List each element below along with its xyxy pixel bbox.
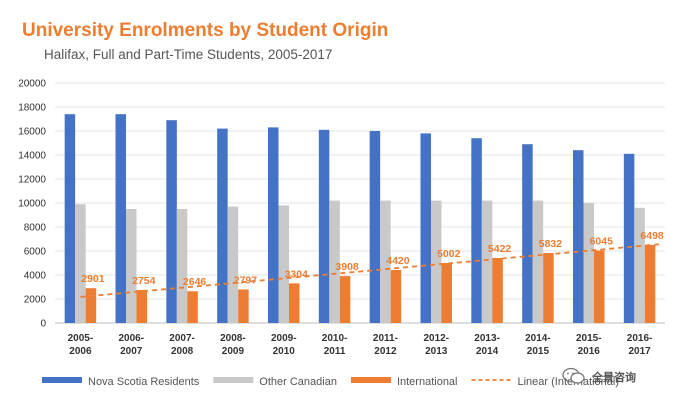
bar-nova-scotia-residents [471,138,482,323]
chart-title: University Enrolments by Student Origin [22,20,389,41]
watermark-text: 全景咨询 [591,370,636,384]
bar-international [136,289,147,323]
bar-nova-scotia-residents [623,153,635,323]
bar-international [390,269,402,323]
data-label: 4420 [386,255,410,267]
bar-nova-scotia-residents [64,114,76,323]
x-tick-label: 2016 [578,346,601,357]
x-tick-label: 2013 [425,346,448,357]
legend-label: Nova Scotia Residents [88,376,200,388]
data-label: 3908 [335,261,359,273]
x-tick-label: 2007- [169,333,195,344]
bar-international [187,291,198,323]
data-label: 5002 [437,248,461,260]
legend-label: Linear (International) [518,376,620,388]
bar-nova-scotia-residents [522,144,533,323]
bar-other-canadian [227,206,239,323]
legend-swatch [350,377,391,383]
bar-other-canadian [126,209,137,323]
bar-international [441,262,452,323]
y-tick-label: 12000 [18,175,46,186]
bar-international [85,288,97,323]
bar-international [339,276,351,323]
bar-nova-scotia-residents [318,129,330,323]
bar-other-canadian [278,205,289,323]
data-label: 3304 [285,268,309,280]
bar-other-canadian [532,200,544,323]
x-tick-label: 2008 [171,346,194,357]
bar-nova-scotia-residents [268,127,279,324]
bar-other-canadian [176,209,188,323]
chart-subtitle: Halifax, Full and Part-Time Students, 20… [44,47,333,62]
x-tick-label: 2014- [525,333,551,344]
bar-other-canadian [481,200,493,323]
data-label: 2797 [234,274,258,286]
bar-nova-scotia-residents [166,120,177,323]
bar-international [492,257,503,323]
x-tick-label: 2006 [69,346,92,357]
x-tick-label: 2005- [68,333,94,344]
data-label: 2754 [132,275,156,287]
data-label: 6045 [590,235,614,247]
y-tick-label: 14000 [18,151,46,162]
wechat-icon [562,367,585,384]
bar-international [238,289,249,323]
data-label: 2646 [183,276,207,288]
x-tick-label: 2012- [423,333,449,344]
x-tick-label: 2016- [627,333,653,344]
data-label: 6498 [640,230,664,242]
bar-other-canadian [634,207,645,323]
x-tick-label: 2011- [373,333,398,344]
bar-other-canadian [431,200,442,323]
y-tick-label: 8000 [24,223,47,234]
legend-swatch [42,377,82,383]
x-tick-label: 2011 [324,346,346,357]
data-label: 2901 [81,273,105,285]
x-tick-label: 2010- [322,333,348,344]
bar-international [543,253,554,323]
bar-other-canadian [75,204,86,323]
x-tick-label: 2012 [374,346,397,357]
bar-nova-scotia-residents [115,114,126,323]
legend-label: International [397,376,458,388]
y-tick-label: 20000 [18,79,46,90]
bar-international [594,250,605,323]
bar-nova-scotia-residents [369,131,381,323]
x-tick-label: 2010 [273,346,296,357]
x-tick-label: 2014 [476,346,499,357]
x-tick-label: 2009- [271,333,297,344]
legend-swatch [213,377,254,383]
bar-international [644,245,656,323]
y-tick-label: 6000 [24,247,47,258]
legend-label: Other Canadian [259,376,337,388]
x-tick-label: 2006- [118,333,144,344]
x-tick-label: 2015 [527,346,550,357]
x-tick-label: 2013- [474,333,500,344]
data-label: 5422 [488,243,512,255]
x-tick-label: 2009 [222,346,245,357]
y-tick-label: 16000 [18,127,46,138]
x-tick-label: 2017 [628,346,651,357]
bar-nova-scotia-residents [420,133,431,323]
bar-nova-scotia-residents [573,150,584,323]
bar-other-canadian [380,200,391,323]
y-tick-label: 2000 [24,295,47,306]
x-tick-label: 2007 [120,346,143,357]
trendline [80,243,663,298]
y-tick-label: 10000 [18,199,46,210]
bar-other-canadian [583,203,594,323]
bar-nova-scotia-residents [217,128,228,323]
data-label: 5832 [539,238,563,250]
y-tick-label: 4000 [24,271,47,282]
bar-international [289,283,300,323]
x-tick-label: 2008- [220,333,246,344]
y-tick-label: 18000 [18,103,46,114]
y-tick-label: 0 [40,319,46,330]
x-tick-label: 2015- [576,333,602,344]
bar-other-canadian [329,200,340,323]
